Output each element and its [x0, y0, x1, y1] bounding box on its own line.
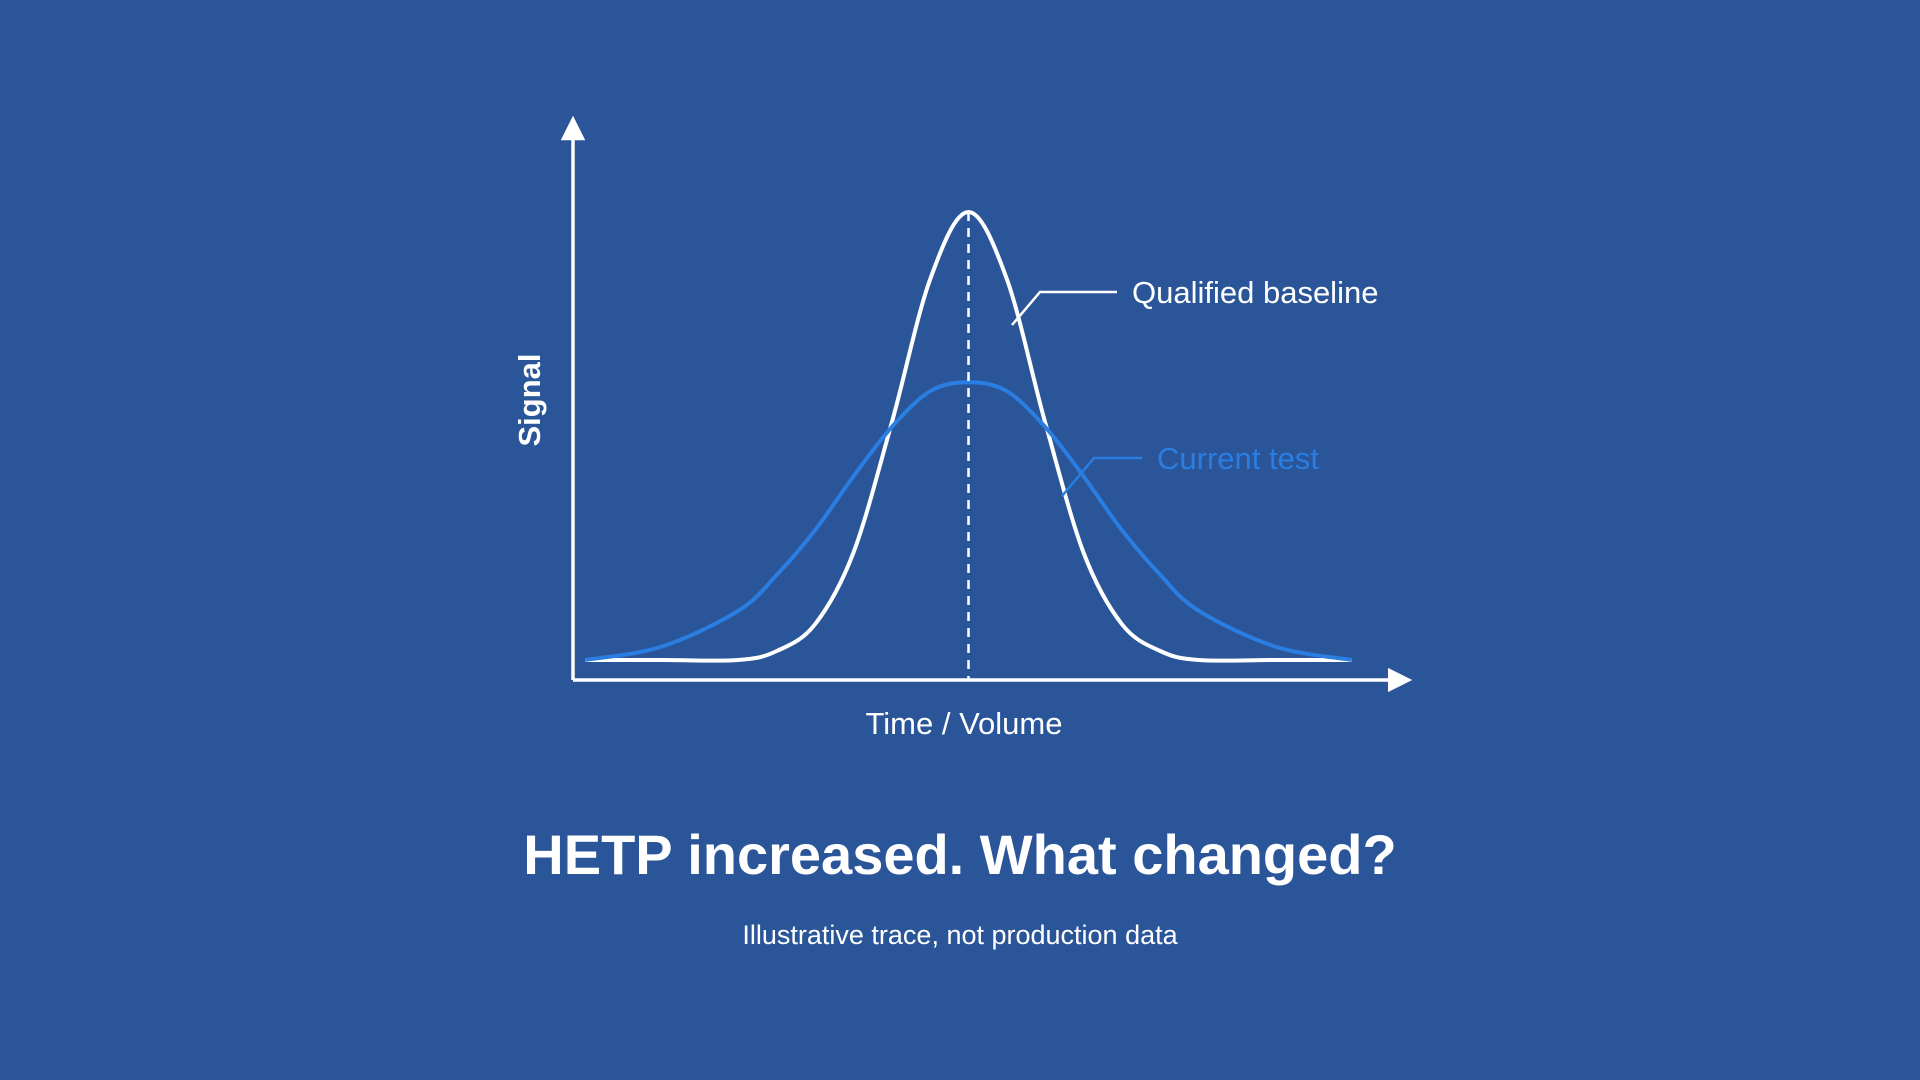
- chromatogram-chart: Signal Time / Volume Qualified baseline C…: [512, 115, 1413, 741]
- headline: HETP increased. What changed?: [523, 823, 1397, 886]
- series-line-current-test: [584, 380, 1353, 662]
- x-axis-title: Time / Volume: [866, 706, 1063, 741]
- y-axis-title: Signal: [512, 353, 547, 446]
- leader-line-qualified-baseline: [1011, 290, 1117, 326]
- caption: Illustrative trace, not production data: [742, 920, 1178, 950]
- series-layer: Qualified baseline Current test: [584, 210, 1378, 680]
- series-label-qualified-baseline: Qualified baseline: [1132, 275, 1378, 310]
- series-label-current-test: Current test: [1157, 441, 1319, 476]
- leader-line-current-test: [1061, 456, 1142, 497]
